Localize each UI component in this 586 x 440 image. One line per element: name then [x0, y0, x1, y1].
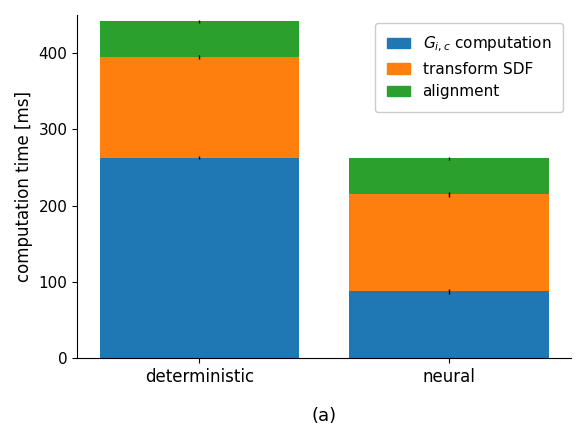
Bar: [349, 194, 548, 291]
Bar: [349, 158, 548, 194]
Bar: [349, 291, 548, 359]
Y-axis label: computation time [ms]: computation time [ms]: [15, 91, 33, 282]
X-axis label: (a): (a): [312, 407, 337, 425]
Bar: [100, 158, 299, 359]
Legend: $G_{i,c}$ computation, transform SDF, alignment: $G_{i,c}$ computation, transform SDF, al…: [375, 22, 563, 112]
Bar: [100, 57, 299, 158]
Bar: [100, 21, 299, 57]
